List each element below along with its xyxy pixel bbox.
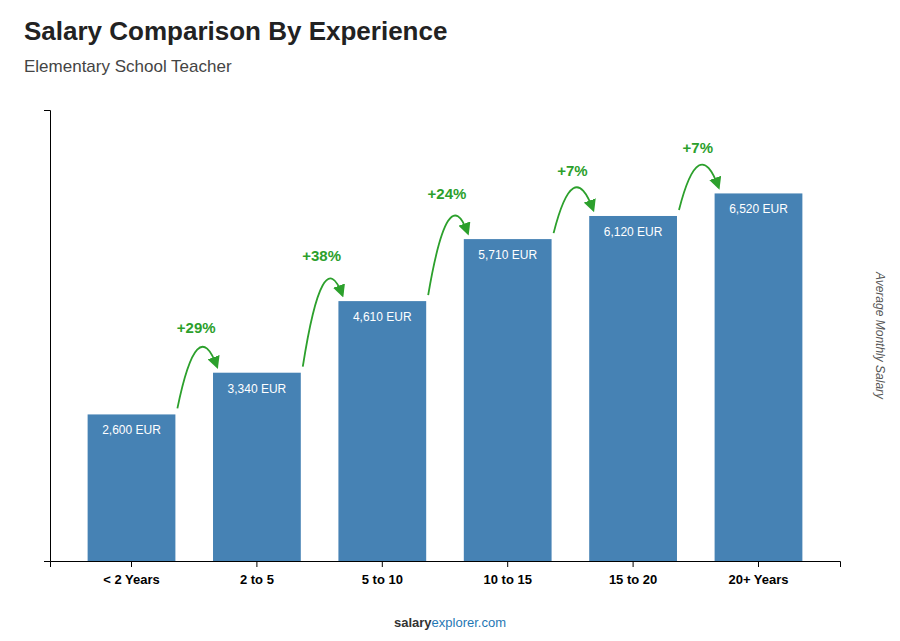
x-tick-label: 10 to 15 — [483, 572, 531, 587]
x-axis-line — [51, 562, 841, 568]
annotations: +29% +38% +24% +7% +7% — [177, 139, 713, 335]
x-tick-mark — [633, 561, 634, 567]
bar — [338, 301, 426, 561]
x-tick: 5 to 10 — [362, 561, 403, 587]
bar — [88, 414, 176, 561]
bar — [464, 239, 552, 561]
x-tick: 10 to 15 — [483, 561, 531, 587]
y-axis — [44, 111, 51, 562]
plot-area: < 2 Years 2 to 5 5 to 10 10 to 15 15 to 20 20… — [44, 111, 841, 588]
growth-label: +38% — [302, 247, 341, 264]
data-label: 4,610 EUR — [353, 310, 412, 324]
growth-arrows — [177, 165, 718, 409]
x-tick-mark — [507, 561, 508, 567]
growth-arrow — [428, 216, 468, 296]
x-tick-mark — [758, 561, 759, 567]
bars — [88, 193, 803, 561]
x-tick: 20+ Years — [728, 561, 788, 587]
watermark-part: salary — [394, 615, 432, 630]
watermark-part: explorer.com — [432, 615, 506, 630]
x-tick-label: 15 to 20 — [609, 572, 657, 587]
x-tick-mark — [382, 561, 383, 567]
x-tick-label: < 2 Years — [103, 572, 160, 587]
bar — [715, 193, 803, 561]
bar — [213, 373, 301, 561]
data-label: 2,600 EUR — [102, 423, 161, 437]
data-labels: 2,600 EUR 3,340 EUR 4,610 EUR 5,710 EUR 6,12… — [102, 202, 788, 437]
title: Salary Comparison By Experience — [24, 16, 447, 46]
watermark: salaryexplorer.com — [394, 615, 506, 630]
growth-label: +7% — [683, 139, 713, 156]
x-tick: 15 to 20 — [609, 561, 657, 587]
data-label: 3,340 EUR — [228, 382, 287, 396]
x-axis: < 2 Years 2 to 5 5 to 10 10 to 15 15 to 20 20… — [51, 561, 841, 587]
x-tick-mark — [256, 561, 257, 567]
growth-label: +24% — [428, 185, 467, 202]
data-label: 6,120 EUR — [604, 225, 663, 239]
growth-arrow — [554, 187, 594, 233]
growth-label: +29% — [177, 319, 216, 336]
subtitle: Elementary School Teacher — [24, 57, 232, 76]
growth-arrow — [679, 165, 719, 210]
x-tick: 2 to 5 — [240, 561, 274, 587]
x-tick-mark — [131, 561, 132, 567]
y-axis-line — [44, 111, 51, 562]
x-tick-label: 2 to 5 — [240, 572, 274, 587]
growth-arrow — [177, 347, 217, 409]
data-label: 6,520 EUR — [729, 202, 788, 216]
growth-label: +7% — [557, 162, 587, 179]
y-axis-title: Average Monthly Salary — [873, 271, 887, 400]
bar — [589, 216, 677, 561]
growth-arrow — [303, 278, 343, 366]
chart: Salary Comparison By Experience Elementar… — [0, 0, 900, 641]
x-tick: < 2 Years — [103, 561, 160, 587]
x-tick-label: 5 to 10 — [362, 572, 403, 587]
data-label: 5,710 EUR — [478, 248, 537, 262]
x-tick-label: 20+ Years — [728, 572, 788, 587]
